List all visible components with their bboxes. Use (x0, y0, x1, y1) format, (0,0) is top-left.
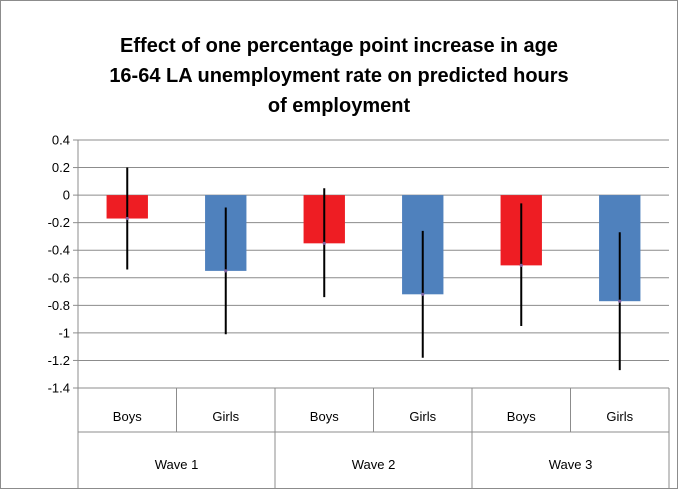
x-category-label: Boys (507, 409, 536, 424)
y-tick-label: 0 (63, 188, 70, 203)
chart-title-line-3: of employment (268, 95, 411, 117)
x-category-label: Girls (409, 409, 436, 424)
bar-value-marker (224, 269, 228, 273)
y-tick-label: -0.6 (48, 270, 70, 285)
error-bars (125, 167, 622, 371)
y-tick-label: 0.2 (52, 160, 70, 175)
x-group-label: Wave 2 (352, 457, 396, 472)
y-tick-label: -0.8 (48, 298, 70, 313)
x-category-label: Girls (606, 409, 633, 424)
y-axis: 0.4 0.2 0 -0.2 -0.4 -0.6 -0.8 -1 -1.2 -1.4 (48, 133, 79, 396)
chart-title-line-1: Effect of one percentage point increase … (120, 35, 558, 57)
x-category-label: Boys (310, 409, 339, 424)
x-category-label: Girls (212, 409, 239, 424)
bar-value-marker (322, 241, 326, 245)
bars (106, 195, 641, 302)
chart-title-line-2: 16-64 LA unemployment rate on predicted … (109, 65, 568, 87)
y-tick-label: -0.4 (48, 243, 70, 258)
x-category-label: Boys (113, 409, 142, 424)
x-group-label: Wave 3 (549, 457, 593, 472)
bar-value-marker (421, 292, 425, 296)
bar-value-marker (519, 263, 523, 267)
bar-value-marker (125, 216, 129, 221)
y-tick-label: -1 (58, 325, 70, 340)
x-group-label: Wave 1 (155, 457, 199, 472)
x-axis: Boys Girls Boys Girls Boys Girls Wave 1 Wave 2 W… (77, 388, 670, 488)
y-tick-label: -0.2 (48, 215, 70, 230)
y-tick-label: -1.4 (48, 381, 70, 396)
bar-value-marker (618, 299, 622, 303)
y-tick-label: 0.4 (52, 133, 70, 148)
gridlines (78, 139, 669, 389)
y-tick-label: -1.2 (48, 353, 70, 368)
